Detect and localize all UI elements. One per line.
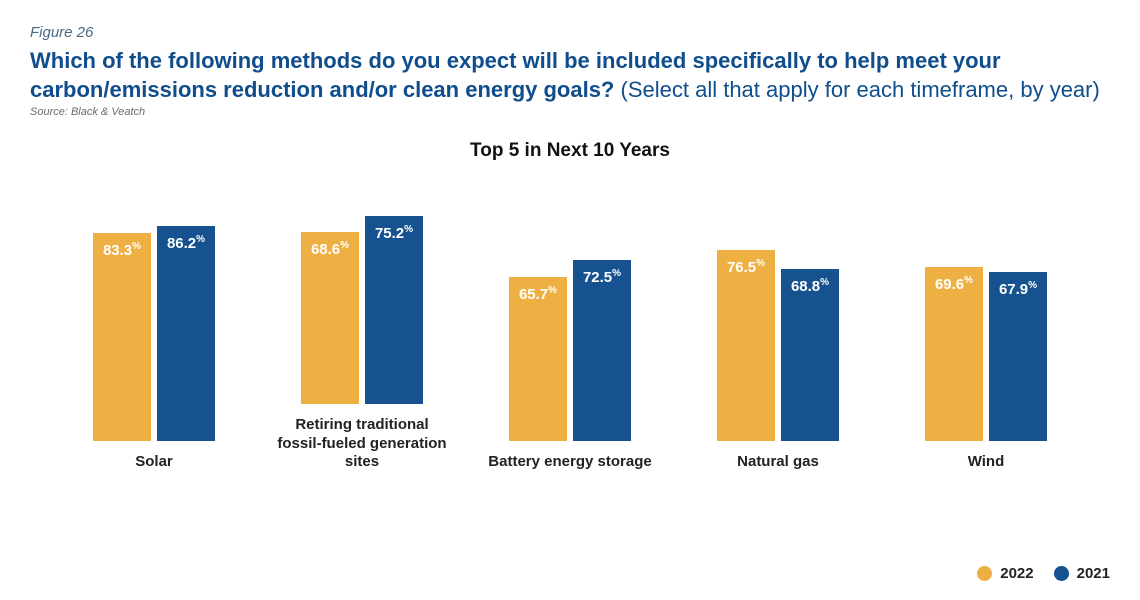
bar-v2022: 68.6% bbox=[301, 232, 359, 404]
bar-v2022: 65.7% bbox=[509, 277, 567, 441]
bar-group: 69.6% 67.9% Wind bbox=[882, 191, 1090, 472]
bar-v2021: 86.2% bbox=[157, 226, 215, 442]
legend-swatch bbox=[977, 566, 992, 581]
category-label: Battery energy storage bbox=[488, 453, 651, 472]
legend-item: 2021 bbox=[1054, 565, 1110, 582]
bar-pair: 68.6% 75.2% bbox=[301, 154, 423, 404]
bar-pair: 65.7% 72.5% bbox=[509, 191, 631, 441]
bar-v2022: 69.6% bbox=[925, 267, 983, 441]
legend-label: 2022 bbox=[1000, 565, 1033, 582]
bar-v2022: 76.5% bbox=[717, 250, 775, 441]
bar-pair: 69.6% 67.9% bbox=[925, 191, 1047, 441]
bar-value-label: 72.5% bbox=[573, 268, 631, 286]
bar-v2021: 67.9% bbox=[989, 272, 1047, 442]
bar-value-label: 86.2% bbox=[157, 234, 215, 252]
bar-group: 65.7% 72.5% Battery energy storage bbox=[466, 191, 674, 472]
chart-title: Top 5 in Next 10 Years bbox=[30, 140, 1110, 162]
category-label: Wind bbox=[968, 453, 1005, 472]
bar-v2021: 75.2% bbox=[365, 216, 423, 404]
legend-item: 2022 bbox=[977, 565, 1033, 582]
legend-label: 2021 bbox=[1077, 565, 1110, 582]
figure-label: Figure 26 bbox=[30, 24, 1110, 41]
question-paren: (Select all that apply for each timefram… bbox=[621, 77, 1100, 102]
bar-value-label: 67.9% bbox=[989, 280, 1047, 298]
legend: 2022 2021 bbox=[977, 565, 1110, 582]
bar-chart: 83.3% 86.2% Solar 68.6% 75.2% Retiring tradit… bbox=[30, 172, 1110, 472]
bar-v2021: 68.8% bbox=[781, 269, 839, 441]
bar-pair: 76.5% 68.8% bbox=[717, 191, 839, 441]
bar-group: 68.6% 75.2% Retiring traditional fossil-fu… bbox=[258, 154, 466, 472]
bar-value-label: 83.3% bbox=[93, 241, 151, 259]
bar-value-label: 76.5% bbox=[717, 258, 775, 276]
bar-value-label: 68.8% bbox=[781, 277, 839, 295]
category-label: Natural gas bbox=[737, 453, 819, 472]
bar-group: 83.3% 86.2% Solar bbox=[50, 191, 258, 472]
bar-v2021: 72.5% bbox=[573, 260, 631, 441]
question-text: Which of the following methods do you ex… bbox=[30, 47, 1110, 104]
bar-pair: 83.3% 86.2% bbox=[93, 191, 215, 441]
bar-value-label: 68.6% bbox=[301, 240, 359, 258]
bar-group: 76.5% 68.8% Natural gas bbox=[674, 191, 882, 472]
category-label: Solar bbox=[135, 453, 173, 472]
bar-value-label: 69.6% bbox=[925, 275, 983, 293]
bar-value-label: 75.2% bbox=[365, 224, 423, 242]
source-text: Source: Black & Veatch bbox=[30, 106, 1110, 118]
category-label: Retiring traditional fossil-fueled gener… bbox=[272, 416, 452, 472]
legend-swatch bbox=[1054, 566, 1069, 581]
bar-v2022: 83.3% bbox=[93, 233, 151, 441]
bar-value-label: 65.7% bbox=[509, 285, 567, 303]
